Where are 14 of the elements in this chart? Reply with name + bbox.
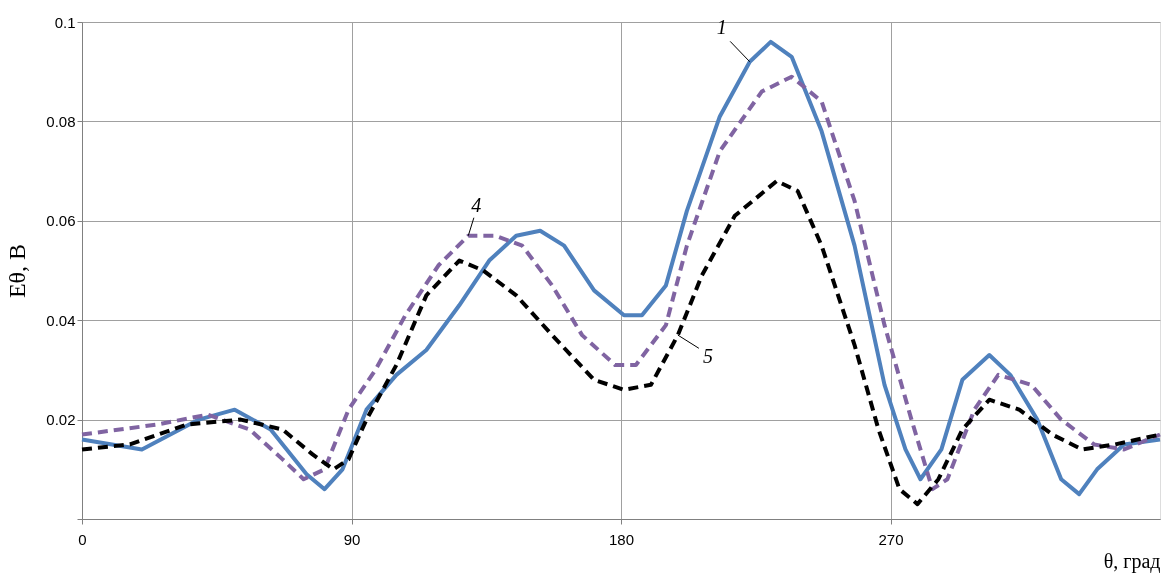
y-axis-title: Eθ, В <box>4 243 31 299</box>
y-tick-label: 0.08 <box>46 112 76 130</box>
x-axis-title: θ, град <box>1103 549 1161 573</box>
series-label: 4 <box>471 193 482 216</box>
x-tick-label: 90 <box>343 530 361 548</box>
x-tick-label: 180 <box>608 530 635 548</box>
series-label: 1 <box>716 15 727 38</box>
y-tick-label: 0.1 <box>54 13 76 31</box>
x-tick-label: 0 <box>78 530 87 548</box>
y-tick-label: 0.02 <box>46 411 76 429</box>
x-tick-label: 270 <box>878 530 904 548</box>
y-tick-label: 0.06 <box>46 212 76 230</box>
y-tick-label: 0.04 <box>46 311 76 329</box>
legend-label: 5 <box>702 345 713 368</box>
